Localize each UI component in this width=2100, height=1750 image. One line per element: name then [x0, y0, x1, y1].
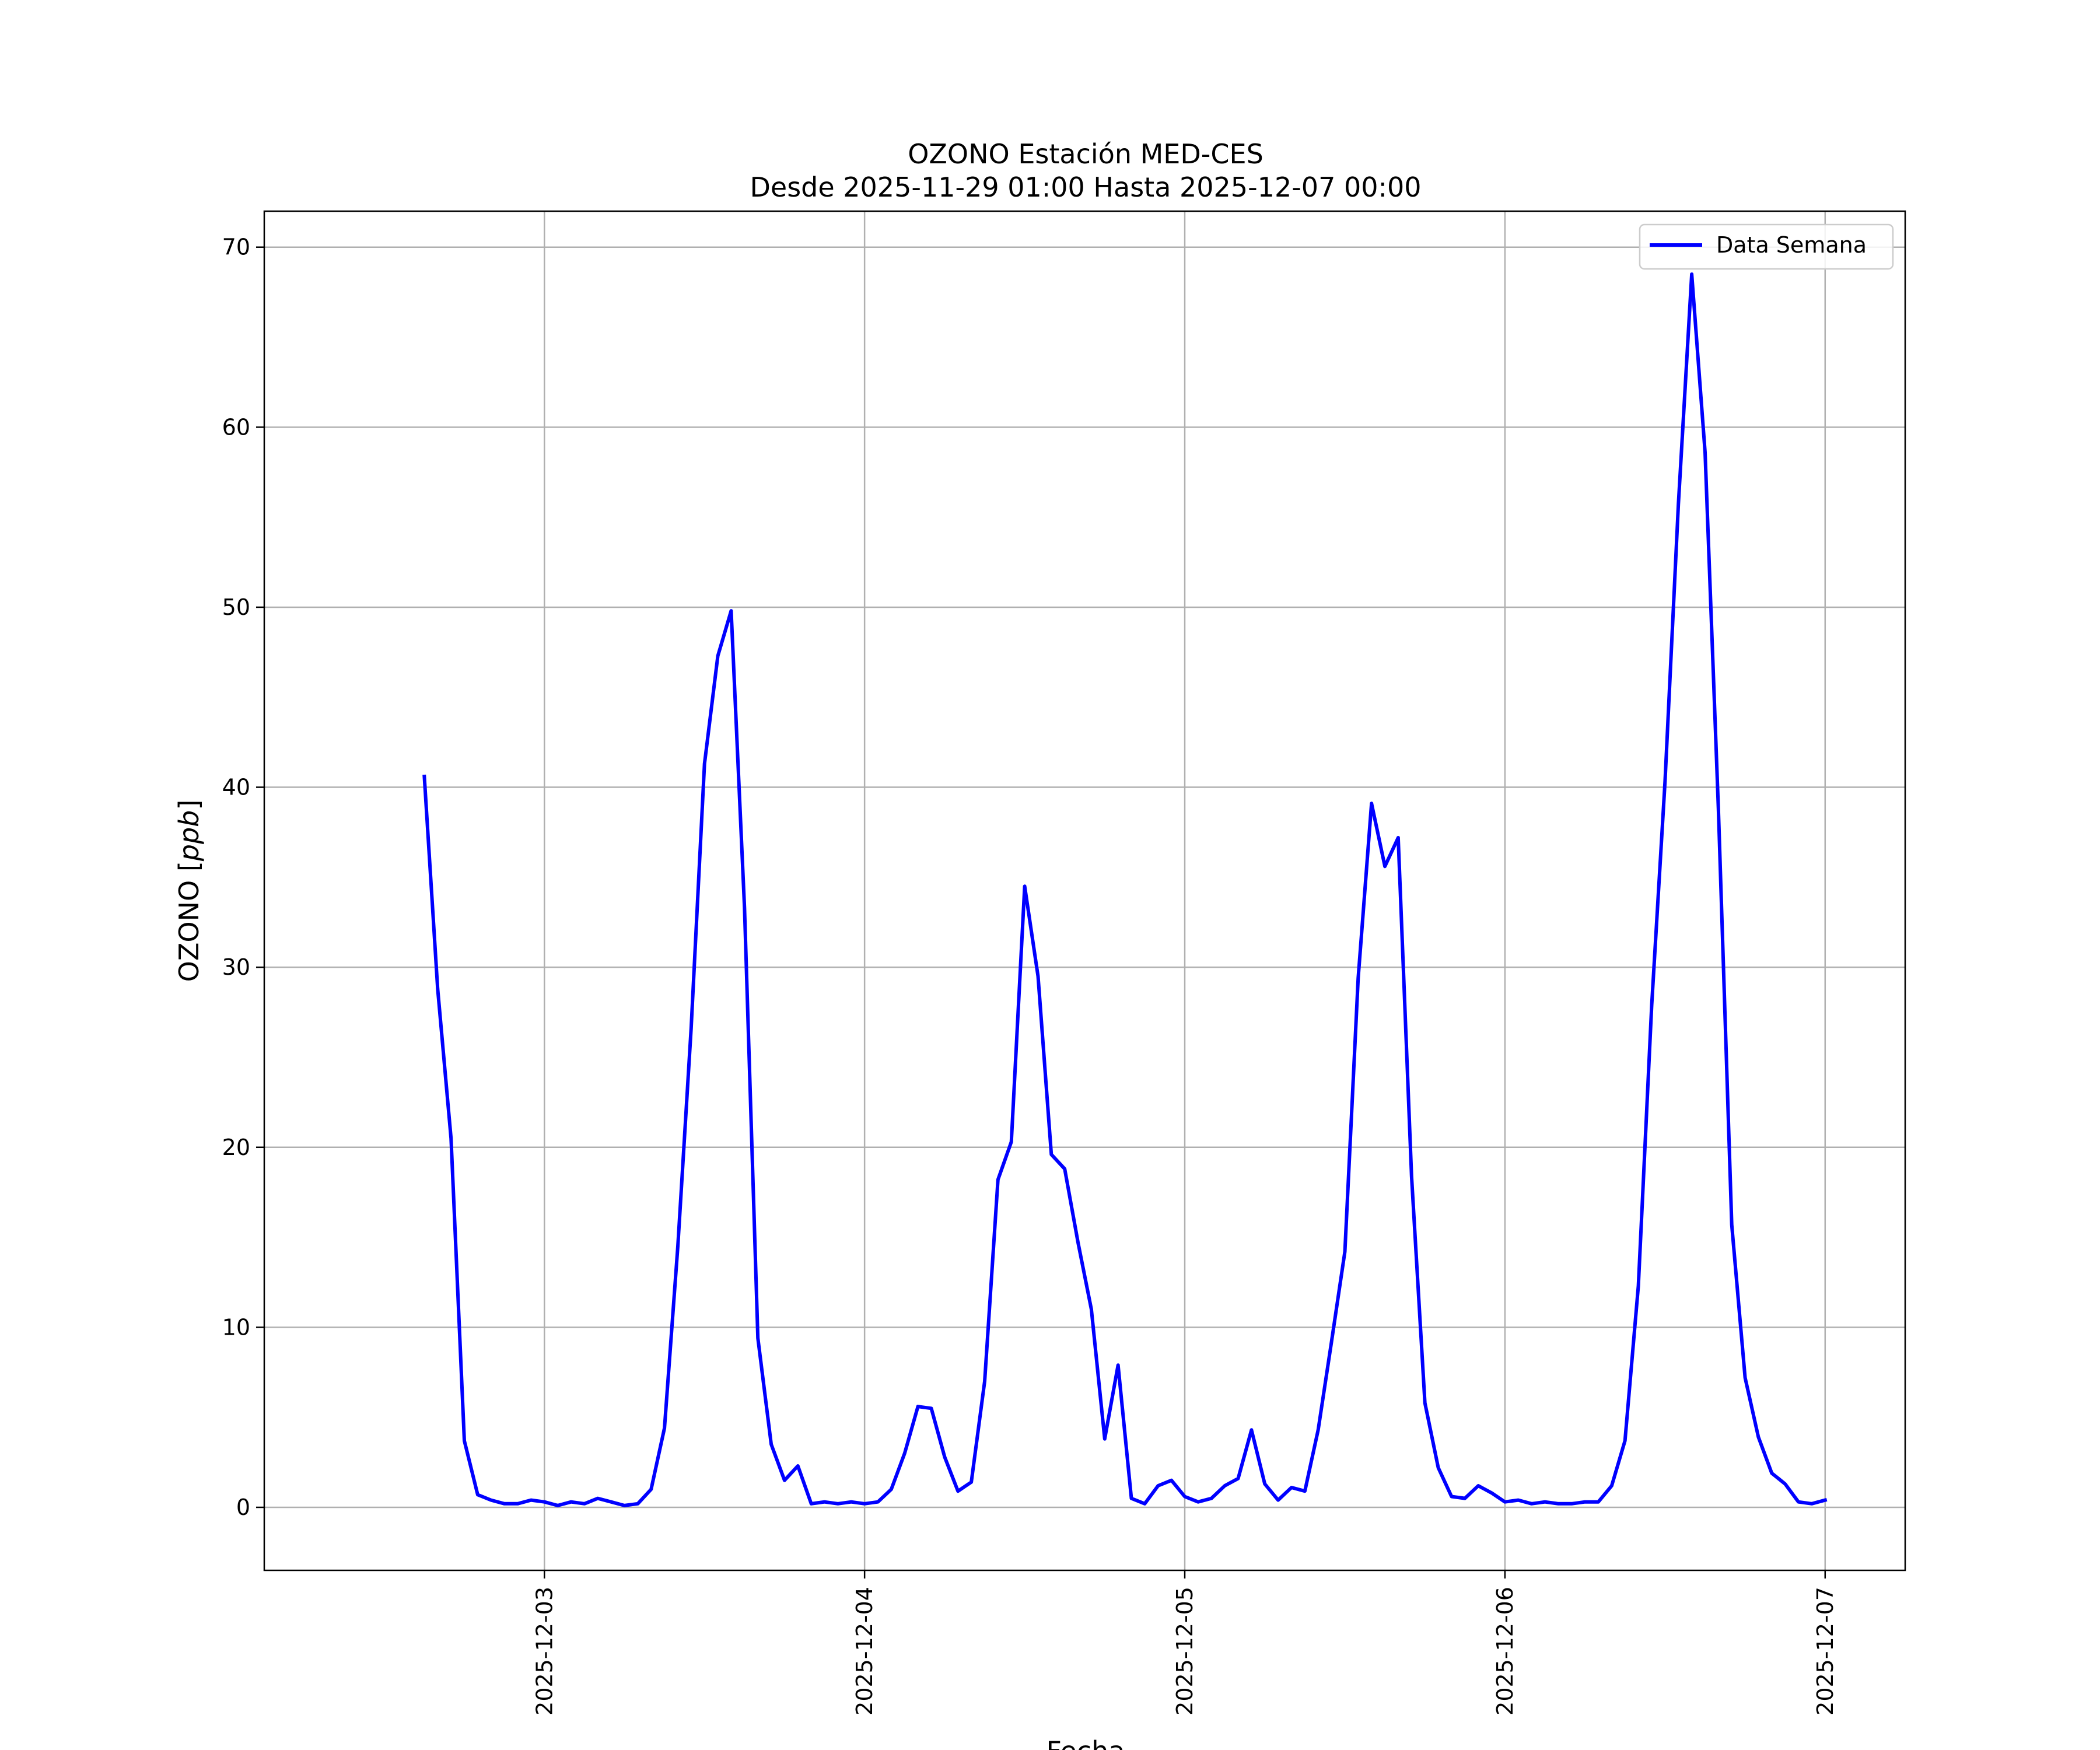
y-tick-label: 10	[222, 1314, 250, 1340]
x-axis-label: Fecha	[1046, 1735, 1125, 1750]
y-axis-label-unit: ppb	[173, 810, 205, 862]
legend-box	[1639, 223, 1894, 270]
series-layer	[422, 272, 1828, 1507]
x-tick-label: 2025-12-04	[852, 1587, 877, 1716]
chart-title: OZONO Estación MED-CES	[908, 138, 1264, 170]
chart-subtitle: Desde 2025-11-29 01:00 Hasta 2025-12-07 …	[750, 172, 1421, 203]
y-tick-label: 0	[236, 1494, 250, 1520]
y-tick-label: 60	[222, 414, 250, 440]
y-axis-label-text: OZONO [	[173, 861, 205, 982]
grid	[264, 211, 1905, 1570]
x-tick-label: 2025-12-06	[1492, 1587, 1518, 1716]
y-axis-ticks: 0 10 20 30 40 50 60 70	[222, 235, 264, 1520]
x-tick-label: 2025-12-03	[531, 1587, 557, 1716]
series-line-0	[422, 272, 1828, 1507]
x-axis-ticks: 2025-12-03 2025-12-04 2025-12-05 2025-12-06…	[531, 1570, 1838, 1716]
legend-label: Data Semana	[1716, 232, 1867, 258]
plot-frame	[263, 210, 1906, 1572]
y-tick-label: 40	[222, 775, 250, 800]
y-axis-label-close: ]	[173, 800, 205, 810]
x-tick-label: 2025-12-05	[1172, 1587, 1198, 1716]
y-tick-label: 20	[222, 1135, 250, 1160]
y-tick-label: 50	[222, 594, 250, 620]
y-tick-label: 70	[222, 235, 250, 260]
y-axis-label: OZONO [ppb]	[173, 800, 205, 982]
legend: Data Semana	[1639, 223, 1894, 270]
x-tick-label: 2025-12-07	[1812, 1587, 1838, 1716]
y-tick-label: 30	[222, 954, 250, 980]
